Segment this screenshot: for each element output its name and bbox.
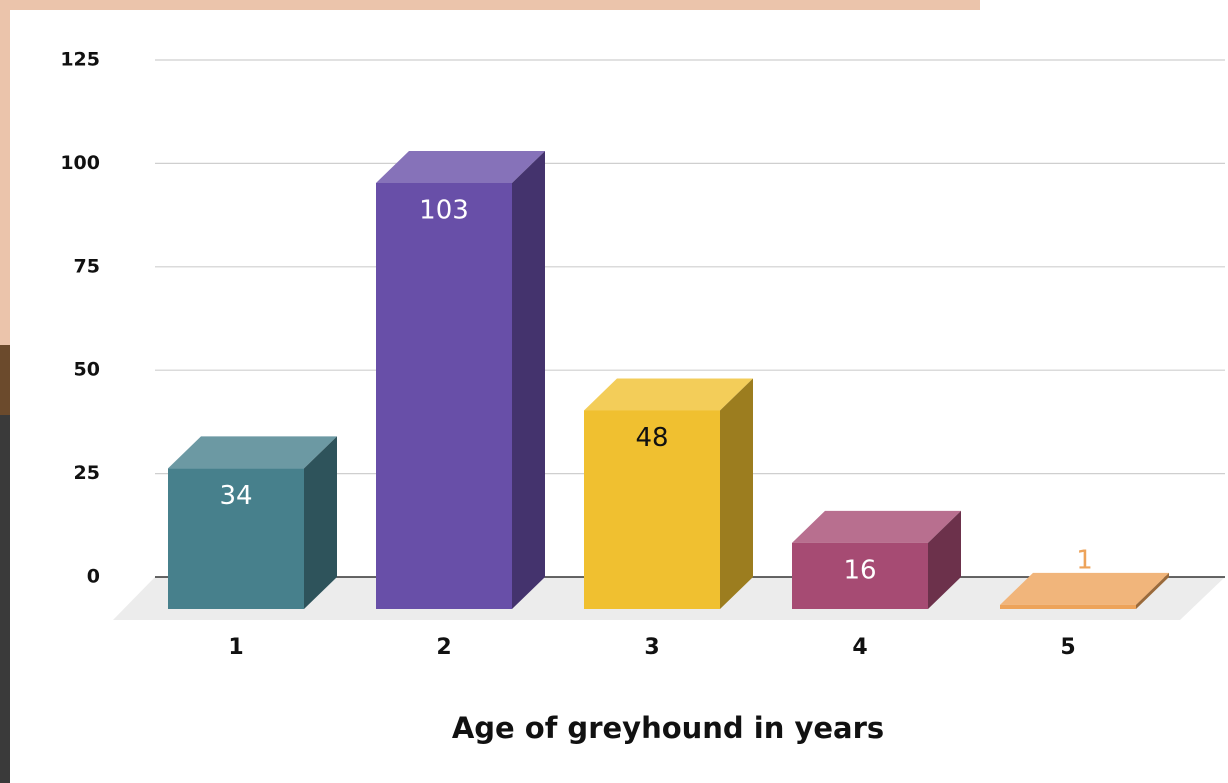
backdrop-top bbox=[0, 0, 980, 10]
data-label: 103 bbox=[419, 195, 469, 225]
x-tick-label: 1 bbox=[228, 635, 243, 660]
x-tick-label: 4 bbox=[852, 635, 867, 660]
x-tick-label: 5 bbox=[1060, 635, 1075, 660]
y-tick-label: 50 bbox=[74, 359, 100, 381]
y-tick-label: 100 bbox=[60, 152, 100, 174]
backdrop-left bbox=[0, 0, 10, 345]
backdrop-left-dark bbox=[0, 415, 10, 783]
data-label: 34 bbox=[219, 481, 252, 511]
bar bbox=[792, 542, 928, 609]
data-label: 1 bbox=[1076, 545, 1093, 575]
bar bbox=[376, 182, 512, 609]
bar-side bbox=[512, 150, 545, 609]
bar-top bbox=[1000, 572, 1169, 605]
bar-top bbox=[792, 510, 961, 543]
bar-side bbox=[1136, 572, 1169, 609]
bar bbox=[584, 410, 720, 609]
y-tick-label: 125 bbox=[60, 49, 100, 71]
x-tick-label: 2 bbox=[436, 635, 451, 660]
bar-top bbox=[168, 436, 337, 469]
data-label: 16 bbox=[843, 555, 876, 585]
bar bbox=[168, 468, 304, 609]
y-tick-label: 0 bbox=[87, 566, 100, 588]
bar bbox=[1000, 604, 1136, 609]
bar-side bbox=[720, 378, 753, 609]
backdrop-left-brown bbox=[0, 345, 10, 415]
bar-side bbox=[304, 436, 337, 609]
bar-top bbox=[376, 150, 545, 183]
y-tick-label: 25 bbox=[74, 462, 100, 484]
x-tick-label: 3 bbox=[644, 635, 659, 660]
bar-side bbox=[928, 510, 961, 609]
data-label: 48 bbox=[635, 423, 668, 453]
y-tick-label: 75 bbox=[74, 255, 100, 277]
x-axis-title: Age of greyhound in years bbox=[452, 711, 884, 745]
bar-top bbox=[584, 378, 753, 411]
